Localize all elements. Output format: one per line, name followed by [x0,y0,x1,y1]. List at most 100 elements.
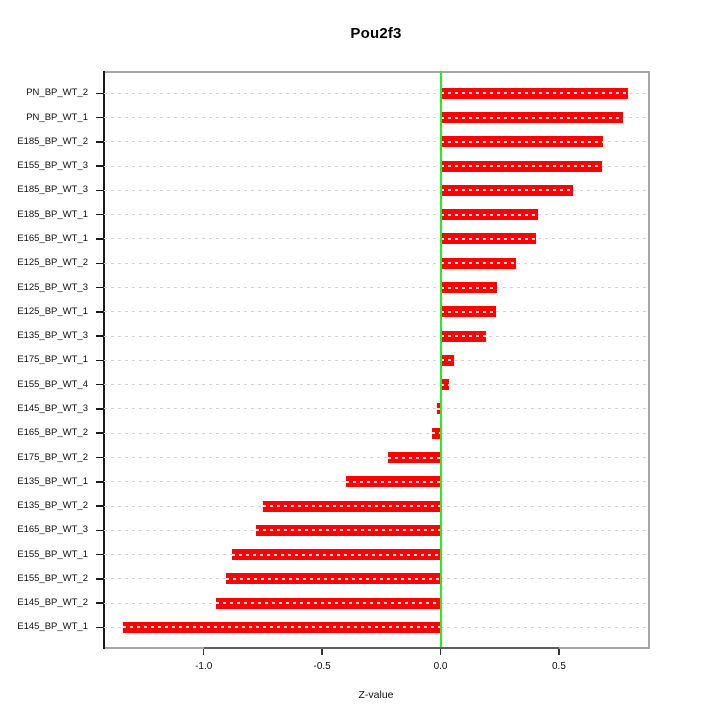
y-tick [96,626,104,629]
bar [440,112,623,124]
bar-stripe [226,577,441,580]
y-tick [96,141,104,143]
category-label: E145_BP_WT_3 [17,402,88,414]
category-label: E145_BP_WT_2 [17,597,88,609]
category-label: E175_BP_WT_2 [17,451,88,463]
x-tick [558,649,560,655]
bar-stripe [440,140,603,143]
y-tick [96,505,104,507]
bar [345,476,441,488]
gridline [104,384,648,386]
bar [440,209,538,221]
bar-stripe [215,602,441,605]
y-tick [96,116,104,119]
gridline [104,165,648,167]
category-label: E185_BP_WT_2 [17,135,88,147]
category-label: E165_BP_WT_3 [17,524,88,536]
category-label: E135_BP_WT_1 [17,475,88,487]
x-tick-label: 0.0 [433,661,448,672]
y-tick [96,335,104,337]
category-label: E125_BP_WT_2 [17,257,88,269]
category-label: E175_BP_WT_1 [17,354,88,366]
x-tick-label: -1.0 [195,661,213,672]
bar-stripe [440,262,517,265]
category-label: E165_BP_WT_2 [17,427,88,439]
bar [440,257,517,269]
zero-line [439,71,442,647]
plot-area [104,71,648,647]
bar [123,621,441,633]
category-label: E135_BP_WT_3 [17,330,88,342]
bar [440,282,498,294]
bar-stripe [123,626,441,629]
y-tick [96,92,104,95]
category-label: E155_BP_WT_4 [17,378,88,390]
category-label: PN_BP_WT_2 [26,87,88,99]
bar [255,524,441,536]
gridline [104,432,648,434]
gridline [104,92,648,94]
y-tick [96,602,104,604]
bar-stripe [440,359,454,362]
bar-stripe [440,189,574,192]
bar-stripe [440,116,623,119]
x-tick [439,649,442,655]
bar-stripe [262,505,441,508]
plot-border-top [104,71,650,73]
y-tick [96,262,104,264]
bar [440,233,537,245]
y-tick [96,408,104,410]
y-tick [96,432,104,434]
bar-stripe [232,553,441,556]
bar [436,403,441,415]
gridline [104,189,648,191]
y-tick [96,529,104,532]
gridline [104,311,648,313]
category-label: E185_BP_WT_1 [17,208,88,220]
x-tick [321,649,323,655]
bar [232,549,441,561]
bar [388,452,441,463]
plot-border-right [648,71,650,649]
x-tick-label: -0.5 [313,661,331,672]
category-label: E125_BP_WT_3 [17,281,88,293]
gridline [104,262,648,264]
bar-stripe [440,165,602,168]
category-label: PN_BP_WT_1 [26,111,88,123]
y-tick [96,481,104,483]
bar-stripe [388,456,441,459]
bar [440,306,497,318]
y-tick [96,213,104,216]
gridline [104,457,648,458]
x-axis-line [203,647,559,649]
bar-stripe [440,92,628,95]
category-label: E185_BP_WT_3 [17,184,88,196]
y-tick [96,189,104,192]
bar [226,573,441,585]
bar-stripe [440,237,537,240]
bar [440,136,603,148]
y-tick [96,359,104,362]
y-tick [96,456,104,459]
category-label: E155_BP_WT_3 [17,160,88,172]
category-label: E125_BP_WT_1 [17,305,88,317]
bar [440,379,449,391]
y-tick [96,311,104,313]
bar [262,500,441,512]
bar-stripe [440,310,497,313]
bar [440,354,454,366]
bar [432,427,441,439]
x-tick [202,649,205,655]
bar [440,87,628,99]
category-label: E155_BP_WT_2 [17,572,88,584]
category-label: E135_BP_WT_2 [17,500,88,512]
y-tick [96,553,104,556]
bar [440,184,574,196]
bar-stripe [440,335,486,338]
gridline [104,359,648,361]
gridline [104,141,648,143]
category-label: E145_BP_WT_1 [17,621,88,633]
bar-stripe [255,529,441,532]
y-tick [96,578,104,580]
